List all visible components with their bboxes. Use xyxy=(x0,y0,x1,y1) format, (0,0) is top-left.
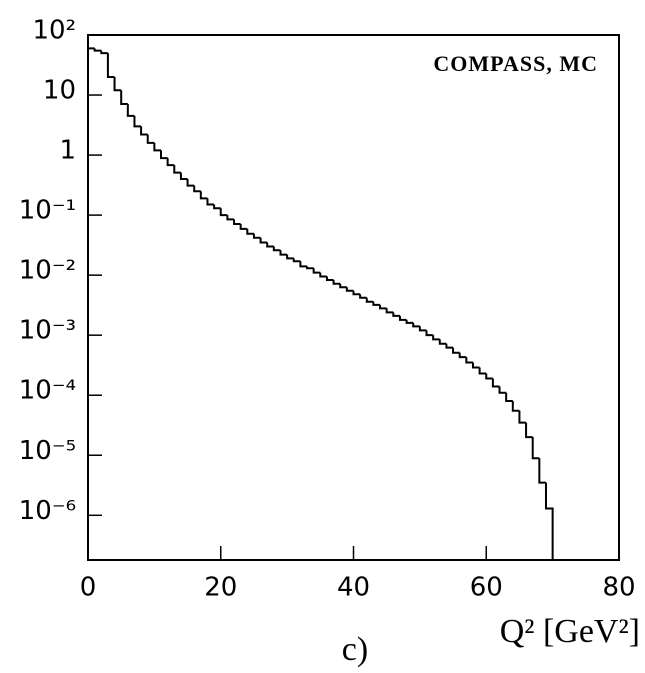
y-tick-label: 10⁻⁶ xyxy=(19,496,76,526)
histogram-bin xyxy=(87,47,95,560)
histogram-bin xyxy=(392,312,400,317)
histogram-bin xyxy=(432,335,440,341)
histogram-bin xyxy=(100,50,108,55)
histogram-bin xyxy=(206,198,215,206)
histogram-bin xyxy=(153,142,162,152)
histogram-bin xyxy=(325,276,334,282)
histogram-bin xyxy=(120,90,128,105)
y-tick-label: 10⁻¹ xyxy=(19,196,76,226)
histogram-bin xyxy=(478,367,487,375)
histogram-bin xyxy=(279,250,288,256)
histogram-bin xyxy=(452,347,460,354)
histogram-bin xyxy=(259,237,268,244)
histogram-bin xyxy=(233,219,241,226)
y-tick-label: 10⁻² xyxy=(19,256,76,286)
histogram-bin xyxy=(332,280,341,285)
histogram-bin xyxy=(385,308,394,314)
y-tick-label: 10⁻⁵ xyxy=(19,436,76,466)
x-tick-label: 40 xyxy=(337,573,370,603)
histogram-bin xyxy=(219,208,228,217)
histogram-bin xyxy=(544,482,554,560)
x-tick-label: 0 xyxy=(80,573,97,603)
histogram-bin xyxy=(179,172,188,180)
histogram-bin xyxy=(299,261,308,268)
histogram-bin xyxy=(438,339,447,345)
histogram-bin xyxy=(126,103,135,117)
histogram-bin xyxy=(292,258,301,263)
histogram-bin xyxy=(146,134,155,144)
y-tick-label: 10 xyxy=(43,76,76,106)
histogram-bin xyxy=(379,304,387,310)
histogram-bin xyxy=(418,326,427,332)
histogram-bin xyxy=(199,191,208,200)
histogram-bin xyxy=(458,352,467,359)
histogram-bin xyxy=(193,185,201,193)
histogram-bin xyxy=(425,330,434,337)
histogram-bin xyxy=(531,437,540,460)
histogram-bin xyxy=(160,150,168,160)
histogram-bin xyxy=(505,392,513,403)
histogram-bin xyxy=(133,115,142,128)
histogram-bin xyxy=(106,53,115,78)
histogram-bin xyxy=(491,378,500,388)
histogram-bin xyxy=(345,287,354,292)
histogram-bin xyxy=(471,362,480,369)
histogram-bin xyxy=(140,126,148,136)
histogram-bin xyxy=(306,266,314,270)
histogram-bin xyxy=(266,242,274,248)
y-tick-label: 1 xyxy=(59,136,76,166)
histogram-bin xyxy=(312,268,321,274)
histogram-bin xyxy=(272,246,281,252)
histogram-bin xyxy=(405,319,414,324)
histogram-bin xyxy=(359,294,367,299)
histogram-bin xyxy=(319,272,327,278)
histogram-bin xyxy=(445,343,454,349)
histogram-bin xyxy=(525,422,533,439)
histogram-bin xyxy=(511,401,520,412)
histogram-bin xyxy=(173,165,181,174)
histogram-bin xyxy=(186,178,195,187)
histogram-bin xyxy=(226,215,235,221)
histogram-bin xyxy=(213,204,221,210)
histogram-bin xyxy=(286,254,294,260)
x-tick-label: 20 xyxy=(204,573,237,603)
histogram-bin xyxy=(239,224,248,230)
x-tick-label: 80 xyxy=(602,573,635,603)
histogram-bin xyxy=(365,297,374,303)
histogram-bin xyxy=(166,158,175,167)
y-tick-label: 10⁻⁴ xyxy=(19,376,76,406)
annotation: c) xyxy=(342,631,368,668)
y-tick-label: 10⁻³ xyxy=(19,316,76,346)
histogram-bin xyxy=(372,301,381,306)
y-tick-label: 10² xyxy=(32,16,76,46)
histogram-bin xyxy=(93,48,102,52)
histogram-bin xyxy=(412,322,420,328)
x-axis-label: Q² [GeV²] xyxy=(500,613,640,650)
histogram-bin xyxy=(518,410,527,424)
annotation: COMPASS, MC xyxy=(433,51,598,76)
histogram-bin xyxy=(352,290,361,296)
histogram-bin xyxy=(246,228,254,235)
histogram-bin xyxy=(538,458,546,484)
histogram-bin xyxy=(498,386,507,394)
histogram-bin xyxy=(398,315,407,321)
histogram-bin xyxy=(485,373,493,380)
histogram-bin xyxy=(252,233,261,239)
histogram-bin xyxy=(113,76,122,92)
x-tick-label: 60 xyxy=(470,573,503,603)
histogram-bin xyxy=(339,283,347,289)
histogram-bin xyxy=(465,357,473,364)
